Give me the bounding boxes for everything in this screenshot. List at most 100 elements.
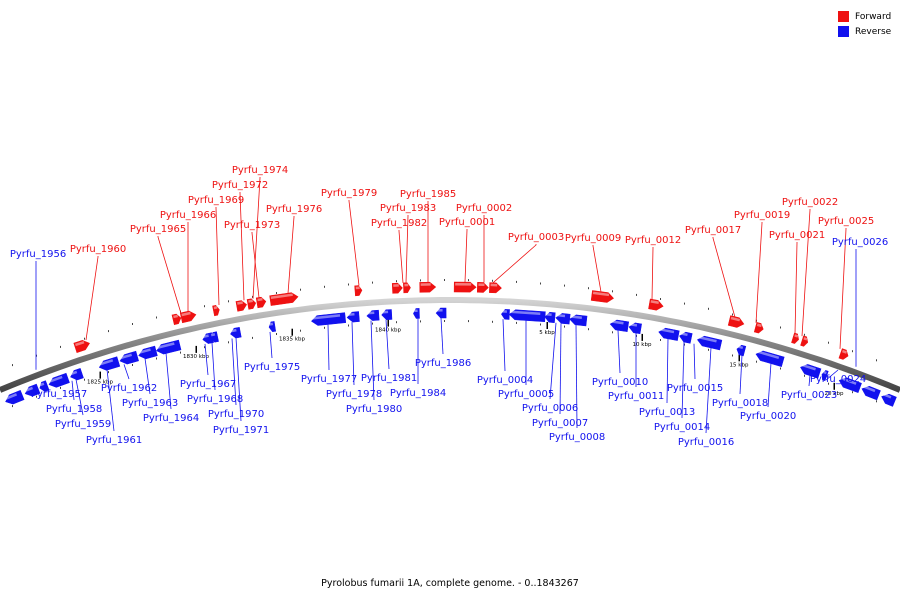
reverse-gene-arrow[interactable] xyxy=(860,384,881,401)
reverse-gene-arrow[interactable] xyxy=(880,392,897,407)
gene-label[interactable]: Pyrfu_0001 xyxy=(439,217,495,228)
gene-label[interactable]: Pyrfu_1964 xyxy=(143,413,199,424)
gene-label[interactable]: Pyrfu_1958 xyxy=(46,404,102,415)
gene-label[interactable]: Pyrfu_1982 xyxy=(371,218,427,229)
gene-label[interactable]: Pyrfu_1983 xyxy=(380,203,436,214)
gene-label[interactable]: Pyrfu_0021 xyxy=(769,230,825,241)
reverse-gene-arrow[interactable] xyxy=(508,309,546,323)
gene-label[interactable]: Pyrfu_1963 xyxy=(122,398,178,409)
forward-gene-arrow[interactable] xyxy=(246,298,257,310)
gene-label[interactable]: Pyrfu_1973 xyxy=(224,220,280,231)
gene-label[interactable]: Pyrfu_0018 xyxy=(712,398,768,409)
gene-label[interactable]: Pyrfu_0004 xyxy=(477,375,533,386)
forward-gene-arrow[interactable] xyxy=(791,332,800,344)
forward-gene-arrow[interactable] xyxy=(800,335,810,347)
reverse-gene-arrow[interactable] xyxy=(736,344,747,357)
forward-gene-arrow[interactable] xyxy=(403,282,411,294)
gene-label[interactable]: Pyrfu_0016 xyxy=(678,437,734,448)
gene-label[interactable]: Pyrfu_0007 xyxy=(532,418,588,429)
reverse-gene-arrow[interactable] xyxy=(755,349,785,367)
gene-label[interactable]: Pyrfu_1960 xyxy=(70,244,126,255)
gene-label[interactable]: Pyrfu_0019 xyxy=(734,210,790,221)
gene-label[interactable]: Pyrfu_0005 xyxy=(498,389,554,400)
gene-label[interactable]: Pyrfu_0009 xyxy=(565,233,621,244)
reverse-gene-arrow[interactable] xyxy=(413,308,420,319)
reverse-gene-arrow[interactable] xyxy=(98,356,121,372)
gene-label[interactable]: Pyrfu_1976 xyxy=(266,204,322,215)
gene-label[interactable]: Pyrfu_0025 xyxy=(818,216,874,227)
gene-label[interactable]: Pyrfu_0011 xyxy=(608,391,664,402)
reverse-gene-arrow[interactable] xyxy=(678,331,693,344)
gene-label[interactable]: Pyrfu_0023 xyxy=(781,390,837,401)
gene-label[interactable]: Pyrfu_1956 xyxy=(10,249,66,260)
forward-gene-arrow[interactable] xyxy=(269,292,299,306)
gene-label[interactable]: Pyrfu_1959 xyxy=(55,419,111,430)
reverse-gene-arrow[interactable] xyxy=(346,311,360,323)
reverse-gene-arrow[interactable] xyxy=(38,380,50,393)
gene-label[interactable]: Pyrfu_1985 xyxy=(400,189,456,200)
reverse-gene-arrow[interactable] xyxy=(628,322,642,335)
gene-label[interactable]: Pyrfu_0024 xyxy=(810,374,866,385)
reverse-gene-arrow[interactable] xyxy=(202,332,214,345)
gene-label[interactable]: Pyrfu_1978 xyxy=(326,389,382,400)
reverse-gene-arrow[interactable] xyxy=(210,331,219,343)
gene-label[interactable]: Pyrfu_0014 xyxy=(654,422,710,433)
gene-label[interactable]: Pyrfu_1986 xyxy=(415,358,471,369)
reverse-gene-arrow[interactable] xyxy=(4,389,25,406)
forward-gene-arrow[interactable] xyxy=(354,285,363,297)
gene-label[interactable]: Pyrfu_0015 xyxy=(667,383,723,394)
reverse-gene-arrow[interactable] xyxy=(799,363,822,379)
gene-label[interactable]: Pyrfu_1965 xyxy=(130,224,186,235)
gene-label[interactable]: Pyrfu_1966 xyxy=(160,210,216,221)
forward-gene-arrow[interactable] xyxy=(212,305,221,317)
reverse-gene-arrow[interactable] xyxy=(366,309,380,321)
gene-label[interactable]: Pyrfu_1971 xyxy=(213,425,269,436)
forward-gene-arrow[interactable] xyxy=(171,313,182,326)
reverse-gene-arrow[interactable] xyxy=(658,327,680,341)
forward-gene-arrow[interactable] xyxy=(727,315,745,329)
reverse-gene-arrow[interactable] xyxy=(435,307,447,319)
gene-label[interactable]: Pyrfu_1961 xyxy=(86,435,142,446)
reverse-gene-arrow[interactable] xyxy=(569,314,588,327)
reverse-gene-arrow[interactable] xyxy=(820,370,829,382)
reverse-gene-arrow[interactable] xyxy=(311,312,347,327)
gene-label[interactable]: Pyrfu_0026 xyxy=(832,237,888,248)
reverse-gene-arrow[interactable] xyxy=(69,368,84,381)
gene-label[interactable]: Pyrfu_1962 xyxy=(101,383,157,394)
gene-label[interactable]: Pyrfu_0012 xyxy=(625,235,681,246)
gene-label[interactable]: Pyrfu_1984 xyxy=(390,388,446,399)
gene-label[interactable]: Pyrfu_1969 xyxy=(188,195,244,206)
forward-gene-arrow[interactable] xyxy=(419,281,437,293)
forward-gene-arrow[interactable] xyxy=(476,282,489,293)
forward-gene-arrow[interactable] xyxy=(255,296,267,309)
gene-label[interactable]: Pyrfu_1972 xyxy=(212,180,268,191)
gene-label[interactable]: Pyrfu_0006 xyxy=(522,403,578,414)
forward-gene-arrow[interactable] xyxy=(73,338,91,353)
reverse-gene-arrow[interactable] xyxy=(544,312,556,324)
reverse-gene-arrow[interactable] xyxy=(837,376,862,393)
gene-label[interactable]: Pyrfu_1968 xyxy=(187,394,243,405)
reverse-gene-arrow[interactable] xyxy=(609,319,630,332)
forward-gene-arrow[interactable] xyxy=(489,282,502,294)
forward-gene-arrow[interactable] xyxy=(753,321,764,334)
reverse-gene-arrow[interactable] xyxy=(268,321,277,333)
reverse-gene-arrow[interactable] xyxy=(555,313,571,325)
gene-label[interactable]: Pyrfu_0010 xyxy=(592,377,648,388)
gene-label[interactable]: Pyrfu_0002 xyxy=(456,203,512,214)
forward-gene-arrow[interactable] xyxy=(391,282,403,294)
reverse-gene-arrow[interactable] xyxy=(47,372,70,389)
forward-gene-arrow[interactable] xyxy=(838,348,850,361)
reverse-gene-arrow[interactable] xyxy=(119,350,139,366)
gene-label[interactable]: Pyrfu_1967 xyxy=(180,379,236,390)
forward-gene-arrow[interactable] xyxy=(590,290,614,304)
gene-label[interactable]: Pyrfu_0013 xyxy=(639,407,695,418)
gene-label[interactable]: Pyrfu_0017 xyxy=(685,225,741,236)
gene-label[interactable]: Pyrfu_1975 xyxy=(244,362,300,373)
gene-label[interactable]: Pyrfu_1970 xyxy=(208,409,264,420)
reverse-gene-arrow[interactable] xyxy=(501,309,510,320)
gene-label[interactable]: Pyrfu_1957 xyxy=(31,389,87,400)
gene-label[interactable]: Pyrfu_1980 xyxy=(346,404,402,415)
gene-label[interactable]: Pyrfu_1974 xyxy=(232,165,288,176)
reverse-gene-arrow[interactable] xyxy=(137,345,158,360)
reverse-gene-arrow[interactable] xyxy=(23,383,41,398)
